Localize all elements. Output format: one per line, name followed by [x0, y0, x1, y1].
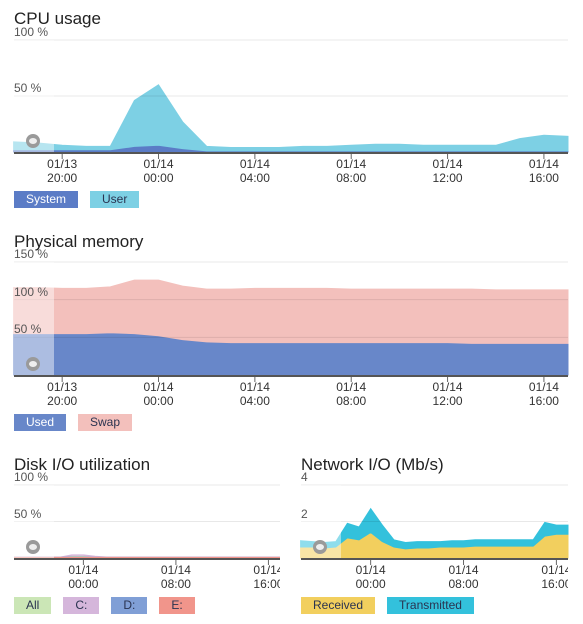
x-tick-area: 01/13 20:00 01/14 00:00 01/14 04:00 01/14 0… — [14, 377, 568, 417]
legend: System User — [14, 190, 151, 208]
y-tick-label: 100 % — [14, 284, 49, 299]
legend-item[interactable]: D: — [111, 597, 148, 614]
legend-item[interactable]: Transmitted — [387, 597, 474, 614]
x-tick-area: 01/14 00:00 01/14 08:00 01/14 16:00 — [301, 560, 568, 600]
range-handle — [14, 40, 54, 152]
y-tick-label: 100 % — [14, 25, 49, 39]
x-tick-label: 01/14 08:00 — [160, 563, 191, 591]
chart-title: CPU usage — [14, 9, 101, 28]
x-tick-label: 01/14 16:00 — [528, 157, 559, 185]
legend-item[interactable]: System — [14, 191, 79, 208]
legend-item[interactable]: Swap — [78, 414, 133, 431]
legend-item[interactable]: Received — [301, 597, 376, 614]
legend-item[interactable]: All — [14, 597, 52, 614]
x-tick-label: 01/14 00:00 — [143, 380, 174, 408]
y-tick-label: 50 % — [14, 322, 42, 337]
x-tick-label: 01/14 16:00 — [541, 563, 568, 591]
area-series — [13, 84, 569, 152]
y-tick-label: 50 % — [14, 81, 42, 95]
legend: Received Transmitted — [301, 596, 486, 614]
legend-item[interactable]: E: — [159, 597, 195, 614]
legend: Used Swap — [14, 413, 144, 431]
legend-item[interactable]: C: — [63, 597, 100, 614]
chart-title: Network I/O (Mb/s) — [301, 455, 444, 474]
x-tick-label: 01/14 04:00 — [239, 380, 270, 408]
x-tick-label: 01/14 12:00 — [432, 380, 463, 408]
legend-item[interactable]: Used — [14, 414, 67, 431]
y-tick-label: 50 % — [14, 506, 42, 521]
chart-title: Physical memory — [14, 232, 144, 251]
y-tick-label: 150 % — [14, 247, 49, 261]
legend-item[interactable]: User — [90, 191, 140, 208]
x-tick-label: 01/14 16:00 — [528, 380, 559, 408]
x-tick-label: 01/14 16:00 — [253, 563, 280, 591]
y-tick-label: 2 — [301, 506, 308, 521]
handle-knob-hole — [29, 544, 37, 550]
y-tick-label: 100 % — [14, 470, 49, 484]
x-tick-label: 01/14 00:00 — [68, 563, 99, 591]
x-tick-label: 01/14 08:00 — [448, 563, 479, 591]
x-tick-label: 01/13 20:00 — [47, 157, 78, 185]
range-handle — [14, 262, 54, 375]
handle-knob-hole — [29, 361, 37, 367]
area-series — [13, 279, 569, 344]
chart-title: Disk I/O utilization — [14, 455, 151, 474]
area-series — [300, 507, 569, 550]
x-tick-label: 01/13 20:00 — [47, 380, 78, 408]
y-tick-label: 4 — [301, 470, 308, 484]
x-tick-label: 01/14 00:00 — [143, 157, 174, 185]
x-tick-area: 01/14 00:00 01/14 08:00 01/14 16:00 — [14, 560, 280, 600]
x-tick-label: 01/14 08:00 — [336, 157, 367, 185]
legend: All C: D: E: — [14, 596, 207, 614]
x-tick-label: 01/14 08:00 — [336, 380, 367, 408]
x-tick-label: 01/14 12:00 — [432, 157, 463, 185]
x-tick-area: 01/13 20:00 01/14 00:00 01/14 04:00 01/14 0… — [14, 154, 568, 194]
x-tick-label: 01/14 00:00 — [355, 563, 386, 591]
handle-knob-hole — [316, 544, 324, 550]
x-tick-label: 01/14 04:00 — [239, 157, 270, 185]
handle-knob-hole — [29, 138, 37, 144]
